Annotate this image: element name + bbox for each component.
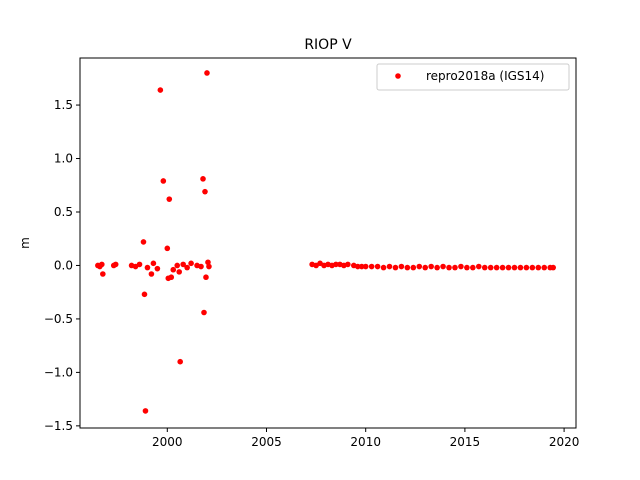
data-point (523, 264, 530, 271)
data-point (141, 291, 148, 298)
data-point (368, 263, 375, 270)
legend-box (376, 63, 570, 91)
data-point (452, 264, 458, 271)
data-point (475, 263, 482, 270)
data-point (470, 264, 476, 271)
data-point (499, 264, 506, 271)
legend: repro2018a (IGS14) (376, 63, 570, 91)
data-point (493, 264, 500, 271)
data-point (188, 260, 194, 267)
x-tick-label: 2015 (450, 435, 481, 449)
data-point (142, 408, 149, 414)
data-point (176, 269, 182, 275)
y-axis-label: m (18, 237, 32, 249)
plot-frame (79, 57, 577, 429)
data-point (380, 264, 387, 271)
data-point (205, 259, 211, 266)
x-tick-label: 2000 (152, 435, 183, 449)
x-axis: 2000 2005 2010 2015 2020 (152, 428, 579, 449)
data-point (168, 274, 175, 281)
data-point (100, 271, 106, 277)
y-tick-label: 1.0 (54, 152, 73, 166)
data-point (398, 263, 405, 270)
data-point (511, 264, 518, 271)
data-point (184, 264, 190, 271)
data-point (410, 264, 417, 271)
data-point (440, 263, 446, 270)
data-point (174, 262, 181, 269)
data-point (428, 263, 434, 270)
data-point (200, 176, 206, 182)
data-point (358, 263, 365, 270)
data-point (140, 239, 147, 245)
y-tick-label: −1.5 (44, 419, 73, 433)
y-tick-label: −0.5 (44, 312, 73, 326)
data-point (333, 261, 339, 268)
data-point (446, 264, 452, 271)
x-tick-label: 2005 (251, 435, 282, 449)
data-point (505, 264, 512, 271)
data-point (487, 264, 494, 271)
data-point (481, 264, 488, 271)
plot-points (95, 70, 556, 414)
data-point (529, 264, 536, 271)
data-point (374, 263, 381, 270)
y-tick-label: −1.0 (44, 365, 73, 379)
data-point (157, 87, 164, 93)
data-point (354, 263, 361, 270)
data-point (550, 264, 556, 271)
data-point (112, 261, 119, 268)
data-point (416, 263, 423, 270)
data-point (201, 309, 207, 316)
data-point (148, 271, 155, 277)
data-point (345, 261, 351, 268)
chart-title: RIOP V (304, 37, 352, 53)
data-point (202, 188, 208, 195)
data-point (177, 358, 183, 365)
data-point (154, 265, 161, 272)
data-point (99, 261, 105, 268)
data-point (392, 264, 399, 271)
data-point (166, 196, 173, 202)
data-point (422, 264, 429, 271)
y-tick-label: 1.5 (54, 98, 73, 112)
data-point (170, 266, 177, 273)
data-point (464, 264, 470, 271)
data-point (203, 274, 209, 281)
data-point (160, 178, 167, 184)
data-point (164, 245, 171, 252)
data-point (541, 264, 548, 271)
data-point (535, 264, 542, 271)
data-point (144, 264, 151, 271)
y-tick-label: 0.0 (54, 258, 73, 272)
data-point (434, 264, 440, 271)
data-point (150, 260, 157, 267)
data-point (404, 264, 411, 271)
y-axis: −1.5 −1.0 −0.5 0.0 0.5 1.0 1.5 (44, 98, 80, 433)
legend-marker (395, 73, 401, 79)
data-point (362, 263, 369, 270)
data-point (204, 70, 210, 76)
data-point (180, 261, 186, 268)
y-tick-label: 0.5 (54, 205, 73, 219)
data-point (136, 261, 143, 268)
legend-entry-label: repro2018a (IGS14) (426, 69, 544, 83)
data-point (206, 263, 212, 270)
data-point (386, 263, 393, 270)
data-point (517, 264, 524, 271)
x-tick-label: 2010 (350, 435, 381, 449)
x-tick-label: 2020 (549, 435, 580, 449)
data-point (198, 263, 204, 270)
data-point (458, 263, 464, 270)
